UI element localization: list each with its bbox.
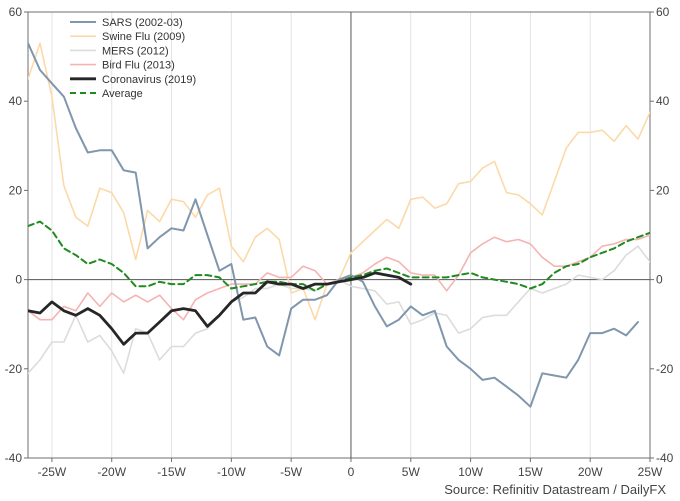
legend-label-coronavirus-2019: Coronavirus (2019) <box>102 74 196 86</box>
x-tick-label: -5W <box>280 465 303 479</box>
series-lines <box>28 42 650 408</box>
y-tick-label-left: -20 <box>5 362 23 376</box>
x-tick-label: 20W <box>578 465 603 479</box>
series-line-coronavirus-2019 <box>28 271 413 346</box>
x-tick-label: 15W <box>518 465 543 479</box>
y-tick-label-left: -40 <box>5 451 23 465</box>
legend-label-bird-flu-2013: Bird Flu (2013) <box>102 60 175 72</box>
axes: -25W -20W -15W -10W -5W 0 5W 10W 15W 20W 25W-40 -40… <box>5 5 674 479</box>
x-tick-label: 25W <box>638 465 663 479</box>
legend-label-mers-2012: MERS (2012) <box>102 45 169 57</box>
legend-label-sars-2002-03: SARS (2002-03) <box>102 17 183 29</box>
x-tick-label: 5W <box>402 465 421 479</box>
y-tick-label-left: 40 <box>9 94 23 108</box>
y-tick-label-left: 0 <box>15 273 22 287</box>
legend: SARS (2002-03) Swine Flu (2009) MERS (2012… <box>70 17 196 100</box>
x-tick-label: -25W <box>38 465 67 479</box>
y-tick-label-right: 20 <box>656 183 670 197</box>
series-line-sars-2002-03 <box>28 42 639 408</box>
x-tick-label: 10W <box>458 465 483 479</box>
legend-label-swine-flu-2009: Swine Flu (2009) <box>102 31 185 43</box>
y-tick-label-right: 40 <box>656 94 670 108</box>
y-tick-label-left: 60 <box>9 5 23 19</box>
series-line-bird-flu-2013 <box>28 234 650 321</box>
y-tick-label-right: -40 <box>656 451 674 465</box>
x-tick-label: -10W <box>217 465 246 479</box>
y-tick-label-right: -20 <box>656 362 674 376</box>
y-tick-label-right: 60 <box>656 5 670 19</box>
legend-label-average: Average <box>102 88 143 100</box>
y-tick-label-right: 0 <box>656 273 663 287</box>
x-tick-label: -15W <box>157 465 186 479</box>
series-line-mers-2012 <box>28 245 650 375</box>
source-note: Source: Refinitiv Datastream / DailyFX <box>444 482 666 497</box>
x-tick-label: -20W <box>97 465 126 479</box>
x-tick-label: 0 <box>348 465 355 479</box>
y-tick-label-left: 20 <box>9 183 23 197</box>
